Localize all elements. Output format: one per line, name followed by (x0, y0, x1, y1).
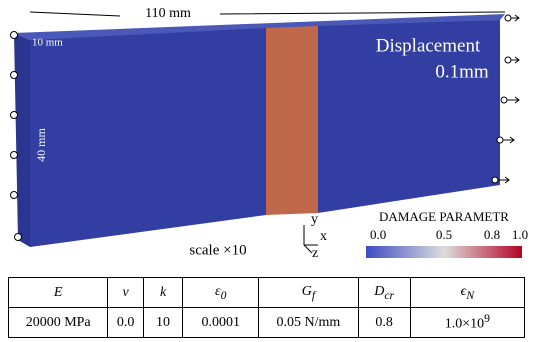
header-cell: Dcr (358, 278, 410, 308)
header-cell: ε0 (183, 278, 259, 308)
symbol: k (160, 285, 166, 300)
scale-label: scale ×10 (189, 242, 246, 258)
header-cell: ν (108, 278, 144, 308)
subscript: N (466, 288, 474, 301)
damage-band (266, 26, 318, 215)
cell: 1.0×109 (410, 308, 524, 338)
header-cell: Gf (259, 278, 358, 308)
colorbar-tick: 0.0 (370, 227, 386, 242)
axis-y: y (311, 212, 318, 227)
load-title: Displacement (376, 35, 481, 56)
width-label: 40 mm (34, 128, 48, 162)
colorbar (366, 246, 522, 258)
superscript: 9 (484, 312, 490, 325)
header-cell: ϵN (410, 278, 524, 308)
colorbar-tick: 0.5 (436, 227, 452, 242)
cell-text: 0.05 N/mm (277, 315, 341, 330)
subscript: f (312, 288, 315, 301)
cell: 0.0 (108, 308, 144, 338)
cell-text: 0.0001 (201, 315, 240, 330)
subscript: 0 (221, 288, 227, 301)
header-cell: k (143, 278, 182, 308)
symbol: ν (122, 285, 128, 300)
symbol: D (374, 284, 384, 299)
data-row: 20000 MPa 0.0 10 0.0001 0.05 N/mm 0.8 1.0×109 (9, 308, 525, 338)
thickness-label: 10 mm (32, 37, 63, 49)
cell-text: 0.8 (375, 315, 393, 330)
symbol: E (54, 285, 63, 300)
load-amount: 0.1mm (435, 61, 489, 82)
cell: 20000 MPa (9, 308, 108, 338)
page: 110 mm 10 mm 40 mm Displacement 0.1mm sc… (0, 0, 533, 342)
cell-text: 0.0 (117, 315, 135, 330)
colorbar-tick: 1.0 (512, 227, 528, 242)
header-cell: E (9, 278, 108, 308)
colorbar-ticks: 0.0 0.5 0.8 1.0 (370, 227, 528, 242)
subscript: cr (384, 288, 394, 301)
dim-line (30, 12, 505, 16)
cell: 0.05 N/mm (259, 308, 358, 338)
colorbar-tick: 0.8 (484, 227, 500, 242)
length-label: 110 mm (145, 6, 191, 21)
cell: 0.8 (358, 308, 410, 338)
cell: 10 (143, 308, 182, 338)
colorbar-title: DAMAGE PARAMETR (379, 209, 509, 224)
cell-text: 10 (156, 315, 170, 330)
cell-text: 1.0×10 (445, 317, 484, 332)
side-face (14, 33, 30, 247)
left-block (30, 28, 266, 247)
symbol: G (302, 284, 312, 299)
cell-text: 20000 MPa (26, 315, 91, 330)
cell: 0.0001 (183, 308, 259, 338)
axis-x: x (320, 229, 327, 244)
figure: 110 mm 10 mm 40 mm Displacement 0.1mm sc… (0, 0, 533, 270)
axis-z: z (312, 246, 318, 261)
